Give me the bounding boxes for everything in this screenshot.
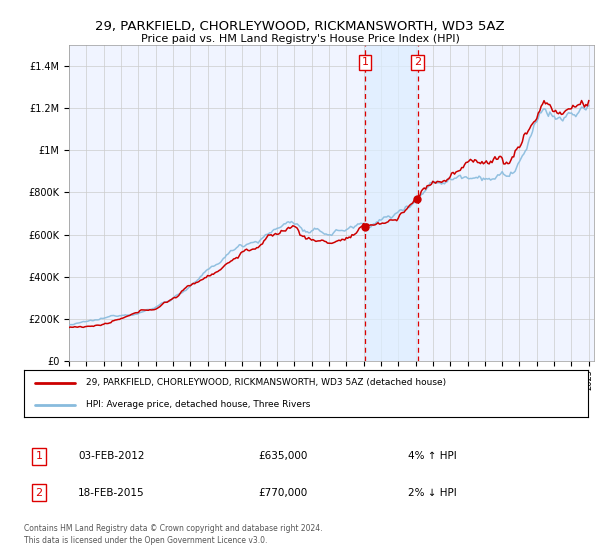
Text: £770,000: £770,000 [258, 488, 307, 498]
Text: 29, PARKFIELD, CHORLEYWOOD, RICKMANSWORTH, WD3 5AZ: 29, PARKFIELD, CHORLEYWOOD, RICKMANSWORT… [95, 20, 505, 32]
Text: 18-FEB-2015: 18-FEB-2015 [78, 488, 145, 498]
Text: 29, PARKFIELD, CHORLEYWOOD, RICKMANSWORTH, WD3 5AZ (detached house): 29, PARKFIELD, CHORLEYWOOD, RICKMANSWORT… [86, 379, 446, 388]
Text: HPI: Average price, detached house, Three Rivers: HPI: Average price, detached house, Thre… [86, 400, 310, 409]
Text: 03-FEB-2012: 03-FEB-2012 [78, 451, 145, 461]
Text: 2: 2 [414, 58, 421, 67]
Text: £635,000: £635,000 [258, 451, 307, 461]
Text: 4% ↑ HPI: 4% ↑ HPI [408, 451, 457, 461]
Text: Price paid vs. HM Land Registry's House Price Index (HPI): Price paid vs. HM Land Registry's House … [140, 34, 460, 44]
Bar [365, 45, 418, 361]
Text: 1: 1 [361, 58, 368, 67]
Text: 2: 2 [35, 488, 43, 498]
Text: 2% ↓ HPI: 2% ↓ HPI [408, 488, 457, 498]
Text: 1: 1 [35, 451, 43, 461]
Text: Contains HM Land Registry data © Crown copyright and database right 2024.
This d: Contains HM Land Registry data © Crown c… [24, 524, 323, 545]
